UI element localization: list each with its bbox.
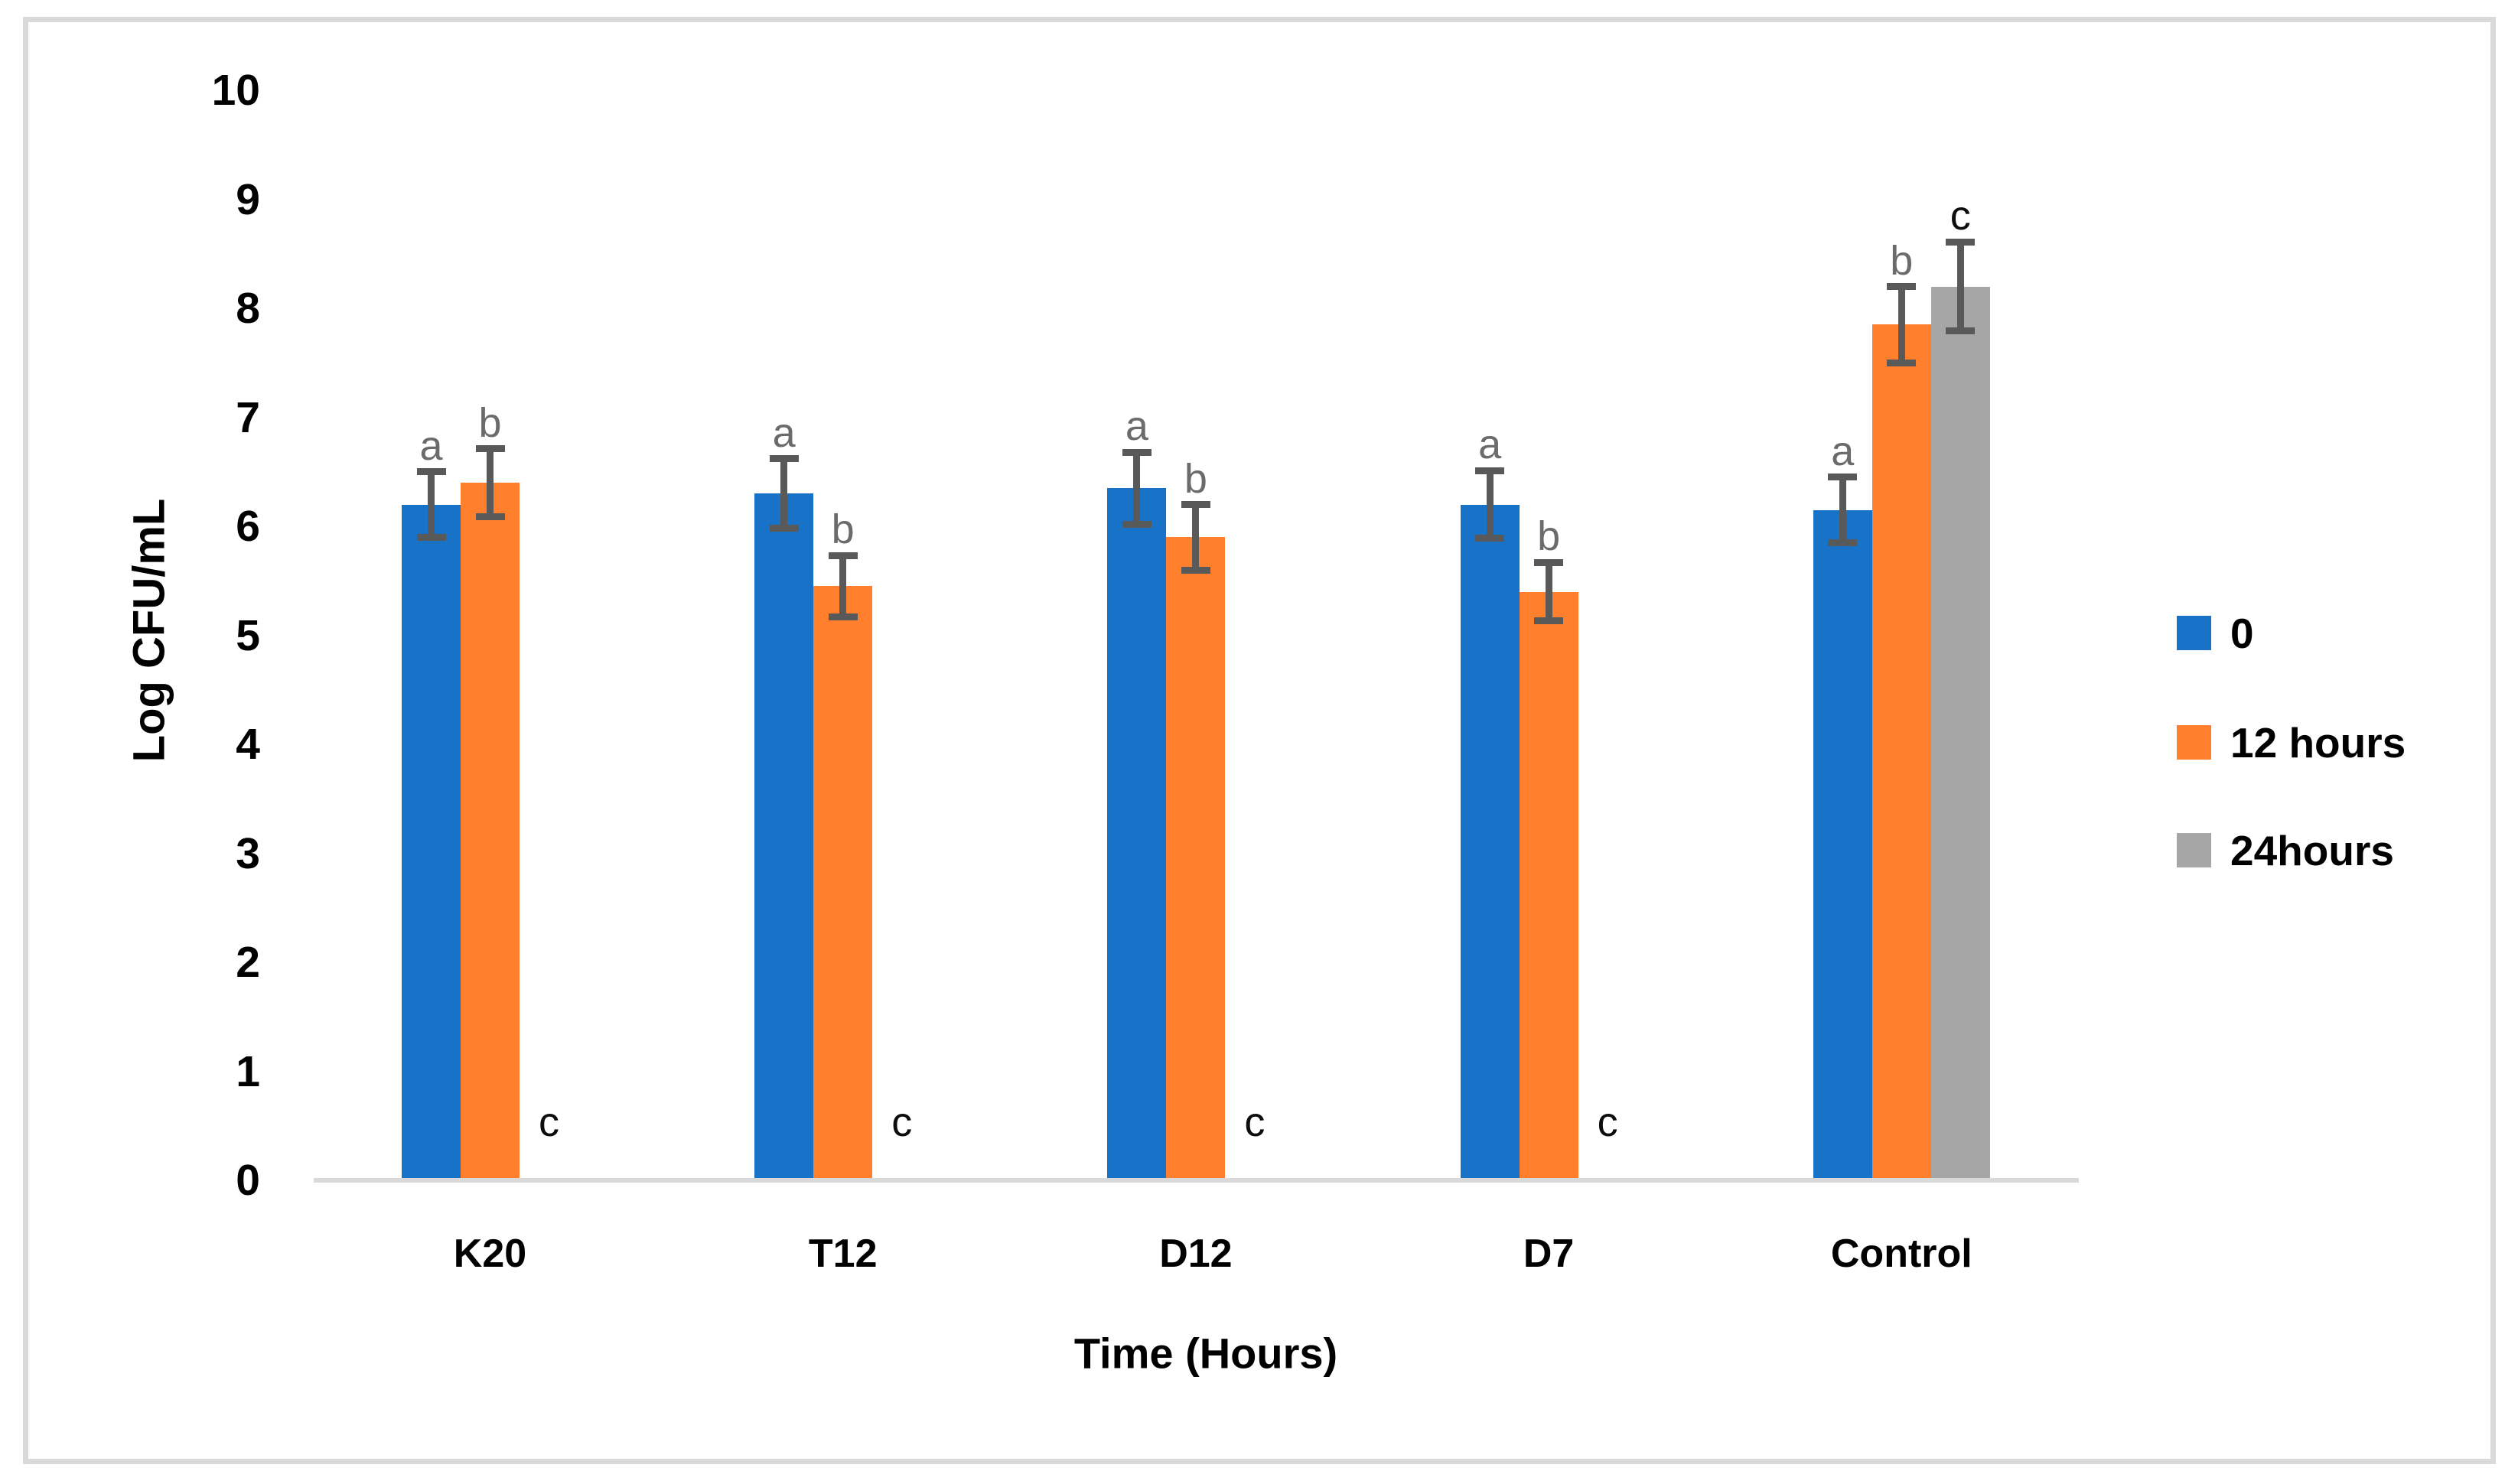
significance-letter: a [772, 409, 796, 456]
y-tick-label: 10 [211, 66, 260, 115]
y-tick-label: 6 [236, 502, 260, 551]
error-bar-cap [1946, 238, 1976, 246]
significance-letter: c [1244, 1099, 1266, 1145]
bar-0-T12 [754, 493, 814, 1180]
y-tick-label: 2 [236, 938, 260, 987]
x-axis-title: Time (Hours) [1073, 1329, 1338, 1378]
x-category-label: Control [1830, 1232, 1972, 1276]
error-bar-cap [1475, 535, 1505, 542]
error-bar-cap [828, 613, 858, 620]
error-bar-cap [1475, 467, 1505, 474]
bar-0-D12 [1107, 488, 1167, 1180]
legend-label: 24hours [2230, 827, 2394, 874]
significance-letter: a [1125, 403, 1148, 450]
bar-12hours-K20 [461, 483, 520, 1180]
y-tick-label: 0 [236, 1156, 260, 1205]
error-bar-cap [416, 533, 446, 541]
significance-letter: c [539, 1099, 559, 1145]
error-bar-cap [1122, 448, 1152, 456]
x-category-label: D12 [1159, 1232, 1233, 1276]
significance-letter: c [891, 1099, 913, 1145]
error-bar-cap [475, 513, 505, 520]
y-tick-label: 3 [236, 828, 260, 878]
y-tick-label: 8 [236, 284, 260, 333]
error-bar-cap [1887, 359, 1917, 366]
bar-12hours-D7 [1519, 591, 1578, 1180]
significance-letter: b [831, 506, 855, 553]
y-tick-label: 7 [236, 392, 260, 442]
bar-12hours-D12 [1166, 537, 1226, 1180]
legend-label: 12 hours [2230, 719, 2406, 766]
error-bar-cap [1946, 327, 1976, 335]
x-category-label: D7 [1523, 1232, 1575, 1276]
error-bar-stem [1486, 470, 1494, 539]
error-bar-stem [1839, 477, 1846, 543]
error-bar-stem [1192, 504, 1200, 570]
error-bar-cap [769, 525, 799, 532]
error-bar-stem [780, 458, 788, 529]
error-bar-stem [1897, 286, 1905, 363]
y-tick-label: 5 [236, 610, 260, 660]
legend-swatch [2177, 833, 2211, 867]
error-bar-stem [1133, 452, 1141, 525]
significance-letter: a [1831, 428, 1855, 474]
error-bar-cap [828, 552, 858, 559]
significance-letter: c [1950, 193, 1971, 239]
x-category-label: T12 [808, 1232, 878, 1276]
significance-letter: c [1597, 1099, 1618, 1145]
x-category-label: K20 [453, 1232, 527, 1276]
significance-letter: a [419, 422, 443, 469]
significance-letter: b [478, 399, 502, 446]
significance-letter: b [1184, 455, 1207, 502]
error-bar-stem [1545, 562, 1552, 621]
bar-12hours-Control [1871, 324, 1931, 1180]
error-bar-stem [487, 448, 494, 517]
y-tick-label: 4 [236, 720, 260, 769]
bar-24hours-Control [1930, 286, 1990, 1180]
legend-swatch [2177, 616, 2211, 650]
error-bar-cap [1828, 539, 1858, 546]
error-bar-cap [475, 445, 505, 453]
error-bar-stem [839, 555, 847, 617]
bar-0-D7 [1460, 504, 1520, 1180]
error-bar-cap [1534, 617, 1564, 625]
error-bar-cap [416, 468, 446, 476]
y-tick-label: 9 [236, 174, 260, 224]
x-axis-line [314, 1178, 2079, 1183]
error-bar-cap [1181, 501, 1210, 508]
error-bar-stem [428, 471, 435, 538]
bar-12hours-T12 [813, 586, 873, 1180]
error-bar-cap [1534, 558, 1564, 566]
significance-letter: a [1478, 421, 1502, 468]
error-bar-cap [769, 455, 799, 463]
bar-0-K20 [402, 504, 461, 1180]
legend-swatch [2177, 725, 2211, 760]
error-bar-cap [1828, 474, 1858, 481]
error-bar-cap [1181, 566, 1210, 574]
significance-letter: b [1537, 513, 1561, 560]
error-bar-cap [1887, 283, 1917, 290]
significance-letter: b [1890, 237, 1914, 284]
figure-border [23, 17, 2496, 1464]
bar-0-Control [1813, 509, 1872, 1180]
legend-label: 0 [2230, 610, 2254, 657]
y-tick-label: 1 [236, 1046, 260, 1096]
error-bar-cap [1122, 520, 1152, 528]
error-bar-stem [1956, 242, 1964, 331]
